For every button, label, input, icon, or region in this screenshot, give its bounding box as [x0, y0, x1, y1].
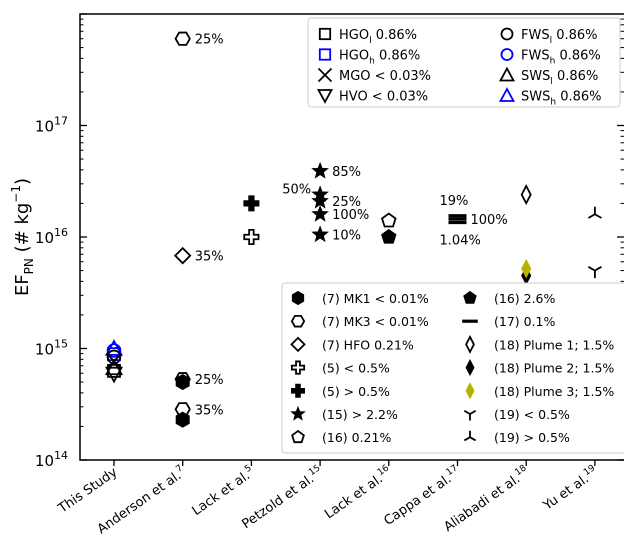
data-point — [173, 246, 192, 265]
legend-top-label: SWSl 0.86% — [521, 69, 598, 87]
data-point — [311, 225, 329, 243]
legend-bottom-marker — [291, 290, 305, 306]
data-label: 35% — [195, 403, 224, 418]
data-label: 25% — [195, 373, 224, 388]
data-label: 25% — [332, 195, 361, 210]
data-point — [311, 204, 329, 222]
legend-top-label: HGOl 0.86% — [339, 28, 417, 46]
data-point — [174, 31, 191, 46]
data-point — [587, 266, 602, 279]
legend-top-marker — [316, 89, 334, 104]
legend-bottom-label: (18) Plume 1; 1.5% — [494, 337, 614, 352]
data-point — [243, 228, 260, 246]
legend-top-marker — [317, 67, 333, 83]
y-tick-label: 1017 — [35, 115, 68, 136]
legend-top-label: HGOh 0.86% — [339, 49, 420, 67]
y-tick-label: 1014 — [35, 449, 68, 470]
legend-bottom-label: (16) 2.6% — [494, 291, 556, 306]
legend-bottom-marker — [290, 336, 306, 353]
y-tick-label: 1016 — [35, 226, 68, 247]
legend-bottom-label: (19) < 0.5% — [494, 407, 570, 422]
legend-bottom-box — [281, 282, 624, 454]
legend-bottom-marker — [291, 429, 305, 444]
legend-top-marker — [500, 48, 514, 61]
data-point — [106, 349, 122, 365]
x-tick-label: Lack et al.16 — [321, 463, 395, 522]
legend-top-label: MGO < 0.03% — [339, 69, 431, 84]
legend-top-label: FWSh 0.86% — [521, 49, 601, 67]
legend-bottom-label: (5) > 0.5% — [322, 384, 390, 399]
legend-top-marker — [498, 66, 516, 82]
legend-bottom-marker — [290, 405, 306, 421]
x-tick-label: Yu et al.19 — [539, 463, 602, 514]
data-label: 19% — [440, 194, 469, 209]
data-point — [175, 373, 190, 391]
data-point — [243, 195, 260, 212]
legend-bottom-marker — [290, 314, 306, 328]
x-tick-label: Petzold et al.15 — [238, 463, 326, 532]
data-label: 10% — [332, 229, 361, 244]
legend-bottom-label: (16) 0.21% — [322, 430, 391, 445]
data-point — [311, 161, 329, 179]
data-point — [104, 366, 124, 384]
data-point — [587, 206, 602, 219]
legend-bottom-label: (19) > 0.5% — [494, 430, 570, 445]
legend-top-marker — [318, 48, 332, 61]
data-point — [311, 191, 329, 209]
legend-bottom-label: (5) < 0.5% — [322, 361, 390, 376]
data-point — [520, 184, 532, 206]
data-point — [175, 411, 190, 428]
y-tick-label: 1015 — [35, 338, 68, 359]
legends: HGOl 0.86% FWSl 0.86% HGOh 0.86% FWSh 0.86%… — [281, 17, 624, 454]
legend-bottom-label: (7) MK1 < 0.01% — [322, 291, 429, 306]
legend-bottom-label: (15) > 2.2% — [322, 407, 398, 422]
data-label: 1.04% — [440, 233, 481, 248]
data-label: 85% — [332, 165, 361, 180]
plot-area: 25%35%25%35%85%50%25%100%10%19%100%1.04% — [104, 31, 602, 428]
legend-top-label: SWSh 0.86% — [521, 90, 602, 108]
data-label: 100% — [471, 213, 508, 228]
legend-bottom: (7) MK1 < 0.01% (16) 2.6% (7) MK3 < 0.01% (… — [281, 282, 624, 454]
legend-bottom-label: (18) Plume 3; 1.5% — [494, 384, 614, 399]
data-point — [381, 228, 397, 244]
legend-bottom-label: (7) MK3 < 0.01% — [322, 314, 429, 329]
legend-bottom-label: (7) HFO 0.21% — [322, 337, 414, 352]
data-point — [380, 212, 397, 228]
data-label: 100% — [332, 208, 369, 223]
legend-bottom-marker — [291, 383, 305, 398]
legend-top-label: HVO < 0.03% — [339, 90, 428, 105]
data-label: 50% — [282, 183, 311, 198]
data-label: 35% — [195, 250, 224, 265]
legend-top-marker — [318, 27, 332, 41]
data-point — [521, 258, 532, 279]
legend-bottom-marker — [465, 334, 475, 354]
x-tick-label: This Study — [55, 465, 121, 517]
legend-bottom-marker — [290, 360, 306, 375]
y-axis-label: EFPN (# kg−1) — [9, 178, 36, 296]
legend-top: HGOl 0.86% FWSl 0.86% HGOh 0.86% FWSh 0.86%… — [307, 17, 621, 108]
legend-top-marker — [500, 27, 514, 41]
legend-top-label: FWSl 0.86% — [521, 28, 598, 46]
legend-bottom-label: (18) Plume 2; 1.5% — [494, 361, 614, 376]
legend-bottom-label: (17) 0.1% — [494, 314, 556, 329]
legend-bottom-marker — [465, 382, 475, 400]
legend-bottom-marker — [463, 409, 477, 421]
legend-top-marker — [498, 87, 516, 102]
legend-bottom-marker — [463, 290, 477, 304]
legend-top-box — [307, 17, 621, 108]
x-tick-label: Lack et al.5 — [188, 463, 257, 519]
legend-bottom-marker — [465, 359, 475, 377]
legend-bottom-marker — [463, 430, 477, 442]
data-label: 25% — [195, 33, 224, 48]
